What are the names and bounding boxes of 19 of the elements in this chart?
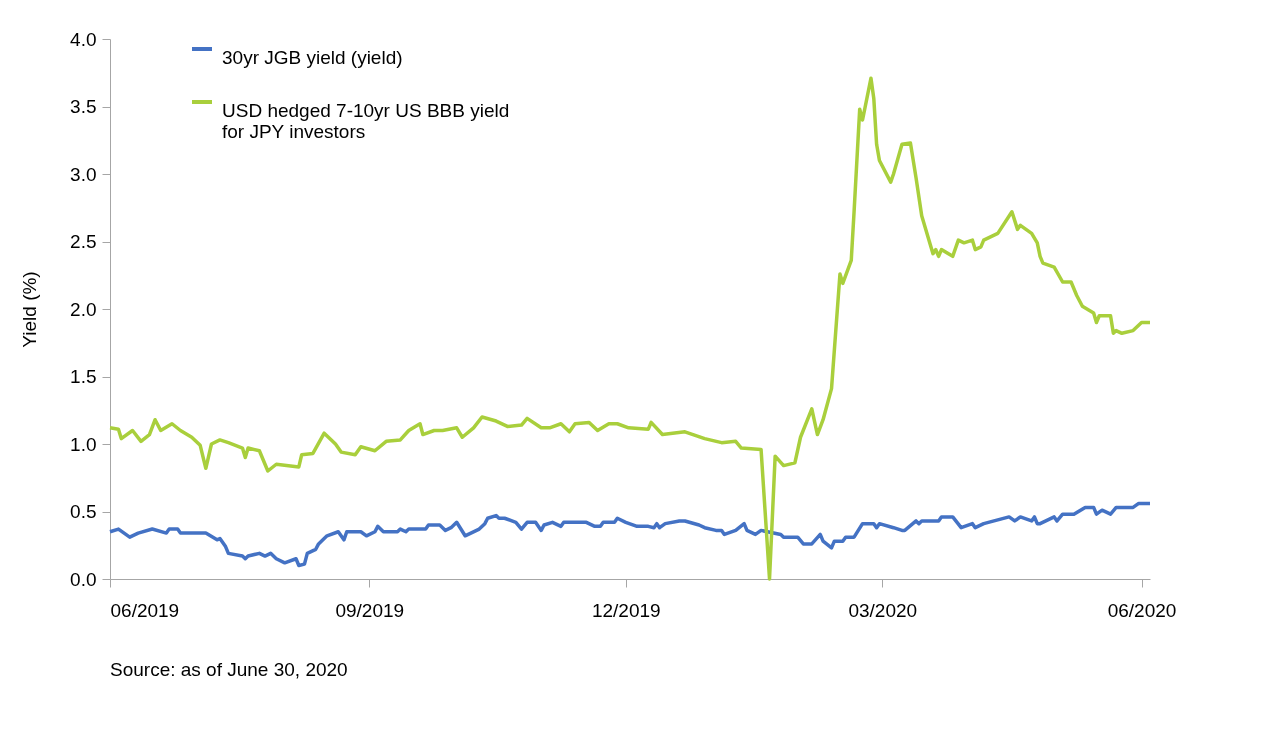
x-tick-label: 06/2019 [110, 599, 180, 621]
y-tick-label: 1.5 [70, 366, 97, 387]
legend-label: USD hedged 7-10yr US BBB yield for JPY investors [222, 100, 510, 142]
x-tick-label: 09/2019 [335, 599, 405, 621]
y-tick-label: 0.0 [70, 568, 97, 590]
source-note: Source: as of June 30, 2020 [110, 659, 348, 680]
y-tick-label: 1.0 [70, 433, 97, 455]
y-axis-title: Yield (%) [19, 271, 41, 348]
y-tick-label: 4.0 [70, 28, 97, 50]
y-tick-label: 2.0 [70, 298, 97, 320]
legend-label: 30yr JGB yield (yield) [222, 47, 403, 68]
y-tick-label: 3.0 [70, 163, 97, 185]
x-tick-label: 06/2020 [1107, 599, 1177, 621]
x-tick-label: 12/2019 [591, 599, 661, 621]
x-tick-label: 03/2020 [848, 599, 918, 621]
line-series [108, 501, 1152, 568]
y-tick-label: 3.5 [70, 96, 97, 117]
y-tick-label: 0.5 [70, 501, 97, 522]
y-tick-label: 2.5 [70, 231, 97, 252]
